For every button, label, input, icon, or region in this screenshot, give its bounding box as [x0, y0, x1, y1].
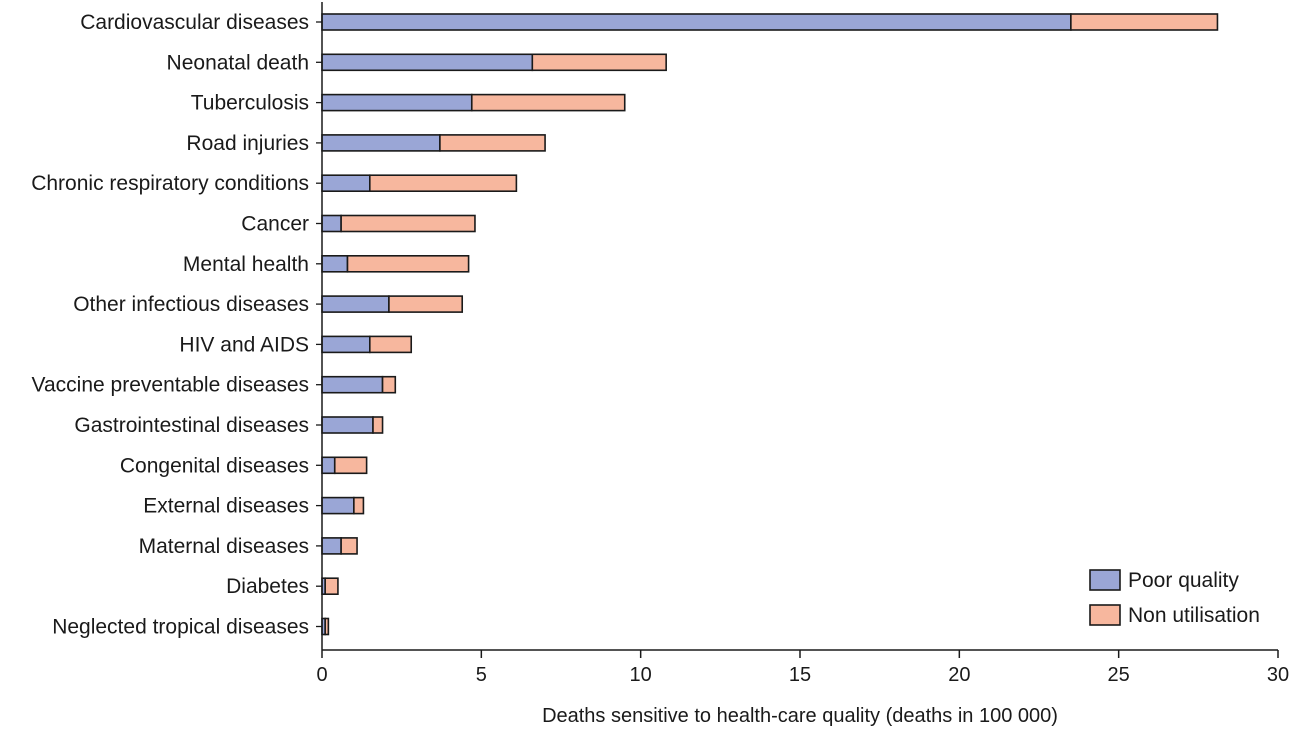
category-label: Chronic respiratory conditions [31, 172, 309, 195]
legend-label: Poor quality [1128, 569, 1239, 592]
x-axis-title: Deaths sensitive to health-care quality … [542, 705, 1058, 727]
category-label: Congenital diseases [120, 454, 309, 477]
x-tick-label: 20 [948, 664, 970, 686]
bar-non-utilisation [470, 93, 626, 112]
legend: Poor quality Non utilisation [1089, 569, 1260, 627]
legend-swatch [1089, 569, 1121, 591]
x-tick-label: 5 [476, 664, 487, 686]
bar-poor-quality [321, 335, 371, 354]
category-label: Road injuries [186, 132, 309, 155]
bar-poor-quality [321, 537, 342, 555]
category-label: Cardiovascular diseases [80, 11, 309, 34]
category-label: External diseases [143, 495, 309, 518]
x-tick-label: 0 [316, 664, 327, 686]
bars-layer [321, 13, 1219, 636]
category-label: Diabetes [226, 575, 309, 598]
bar-non-utilisation [346, 255, 470, 273]
category-label: Mental health [183, 253, 309, 276]
bar-poor-quality [321, 134, 441, 152]
bar-non-utilisation [368, 335, 413, 354]
category-labels: Cardiovascular diseases Neonatal death Tub… [31, 11, 309, 639]
bar-non-utilisation [324, 617, 330, 636]
bar-poor-quality [321, 295, 390, 313]
bar-non-utilisation [439, 134, 546, 152]
bar-poor-quality [321, 456, 336, 475]
category-label: Neglected tropical diseases [52, 616, 309, 639]
x-tick-label: 30 [1267, 664, 1289, 686]
bar-non-utilisation [1070, 13, 1219, 31]
bar-poor-quality [321, 375, 384, 394]
bar-poor-quality [321, 13, 1072, 31]
category-label: Gastrointestinal diseases [74, 414, 309, 437]
bar-non-utilisation [324, 577, 339, 596]
x-tick-label: 25 [1108, 664, 1130, 686]
category-label: HIV and AIDS [179, 333, 309, 356]
bar-non-utilisation [388, 295, 464, 313]
category-label: Other infectious diseases [73, 293, 309, 316]
category-label: Tuberculosis [191, 92, 309, 115]
bar-non-utilisation [333, 456, 368, 475]
bar-non-utilisation [372, 416, 384, 434]
bar-non-utilisation [340, 537, 358, 555]
category-label: Maternal diseases [139, 535, 309, 558]
bar-non-utilisation [531, 53, 667, 72]
category-label: Vaccine preventable diseases [32, 374, 309, 397]
x-tick-label: 10 [630, 664, 652, 686]
bar-poor-quality [321, 496, 355, 515]
x-axis: 0 5 10 15 20 25 30 [316, 2, 1289, 686]
bar-poor-quality [321, 255, 349, 273]
bar-poor-quality [321, 214, 342, 233]
bar-non-utilisation [353, 496, 365, 515]
bar-poor-quality [321, 93, 473, 112]
category-label: Neonatal death [167, 51, 309, 74]
bar-poor-quality [321, 53, 534, 72]
bar-poor-quality [321, 416, 374, 434]
category-label: Cancer [241, 213, 309, 236]
bar-non-utilisation [340, 214, 476, 233]
bar-poor-quality [321, 174, 371, 192]
x-tick-label: 15 [789, 664, 811, 686]
legend-swatch [1089, 604, 1121, 626]
bar-non-utilisation [381, 375, 397, 394]
bar-non-utilisation [368, 174, 518, 192]
legend-label: Non utilisation [1128, 604, 1260, 627]
